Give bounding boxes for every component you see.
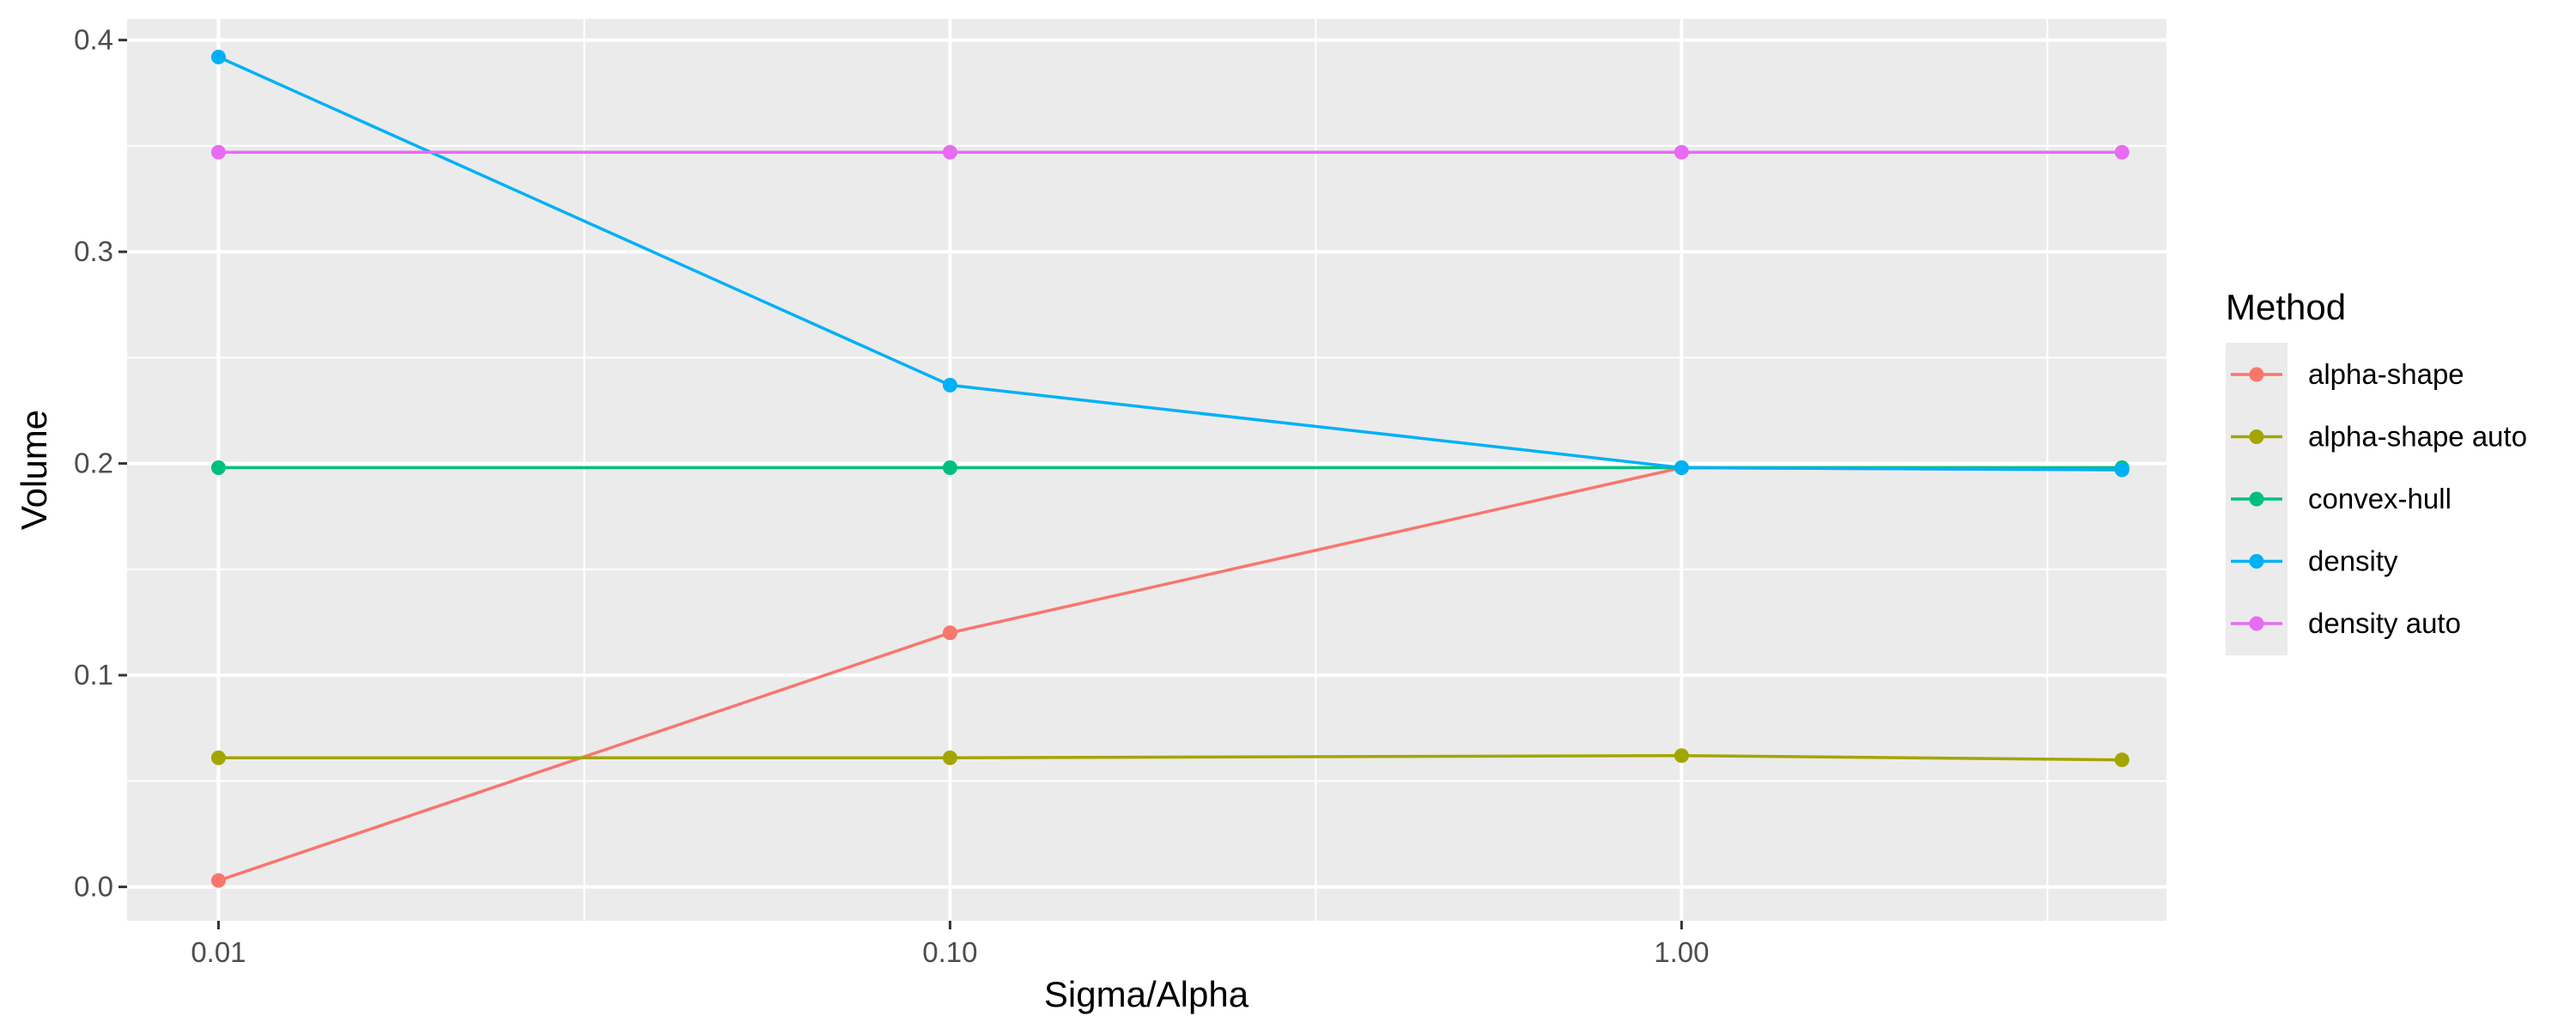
series-density (210, 49, 2129, 478)
data-point (210, 750, 226, 765)
data-point (2114, 144, 2129, 160)
series-alpha-shape-auto (210, 748, 2129, 768)
x-tick-label: 1.00 (1654, 936, 1709, 968)
y-tick-label: 0.3 (74, 235, 113, 267)
y-tick-label: 0.1 (74, 659, 113, 691)
legend-label: density auto (2308, 607, 2461, 639)
legend: Method alpha-shape alpha-shape auto convex… (2226, 287, 2527, 655)
series-layer (210, 49, 2129, 888)
legend-label: density (2308, 545, 2398, 577)
x-axis: 0.01 0.10 1.00 (191, 921, 1709, 968)
legend-key-point (2249, 554, 2264, 569)
data-point (1674, 460, 1689, 476)
legend-label: alpha-shape auto (2308, 421, 2527, 453)
data-point (2114, 462, 2129, 478)
legend-key-point (2249, 367, 2264, 382)
y-axis: 0.0 0.1 0.2 0.3 0.4 (74, 24, 127, 903)
legend-items: alpha-shape alpha-shape auto convex-hull de… (2231, 358, 2527, 639)
x-tick-label: 0.01 (191, 936, 246, 968)
legend-item: convex-hull (2231, 483, 2451, 514)
legend-key-point (2249, 491, 2264, 507)
series-line (218, 753, 2123, 762)
legend-key-point (2249, 616, 2264, 631)
legend-label: convex-hull (2308, 483, 2451, 514)
data-point (210, 873, 226, 888)
data-point (1674, 144, 1689, 160)
series-line (217, 55, 2123, 472)
data-point (942, 750, 957, 765)
data-point (942, 460, 957, 476)
legend-item: alpha-shape (2231, 358, 2464, 390)
y-tick-label: 0.4 (74, 24, 113, 56)
legend-title: Method (2226, 287, 2346, 327)
data-point (1674, 748, 1689, 764)
legend-item: density auto (2231, 607, 2461, 639)
data-point (942, 377, 957, 393)
y-tick-label: 0.0 (74, 871, 113, 903)
legend-key-point (2249, 429, 2264, 444)
data-point (942, 144, 957, 160)
legend-item: density (2231, 545, 2398, 577)
x-axis-title: Sigma/Alpha (1044, 974, 1249, 1014)
y-tick-label: 0.2 (74, 447, 113, 479)
minor-gridlines (127, 19, 2166, 921)
y-axis-title: Volume (14, 410, 54, 530)
x-tick-label: 0.10 (922, 936, 977, 968)
legend-label: alpha-shape (2308, 358, 2464, 390)
series-density-auto (210, 144, 2129, 160)
legend-item: alpha-shape auto (2231, 421, 2527, 453)
data-point (210, 144, 226, 160)
data-point (210, 49, 226, 64)
data-point (942, 625, 957, 641)
data-point (210, 460, 226, 476)
data-point (2114, 752, 2129, 768)
